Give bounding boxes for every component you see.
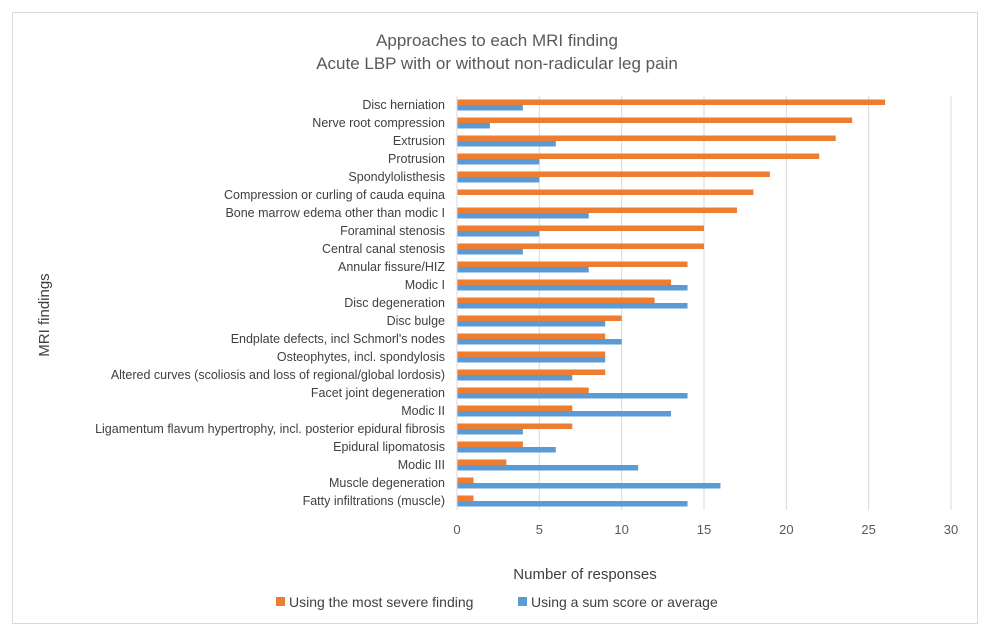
- bar-sum-score-13: [457, 321, 606, 327]
- category-label: Muscle degeneration: [329, 476, 445, 490]
- x-tick-label: 10: [614, 522, 628, 537]
- bar-sum-score-10: [457, 267, 589, 273]
- category-label: Extrusion: [393, 134, 445, 148]
- bar-sum-score-7: [457, 213, 589, 219]
- bar-most-severe-22: [457, 477, 474, 483]
- x-tick-label: 20: [779, 522, 793, 537]
- category-label: Foraminal stenosis: [340, 224, 445, 238]
- x-tick-label: 25: [861, 522, 875, 537]
- bar-sum-score-4: [457, 159, 540, 165]
- category-label: Modic III: [398, 458, 445, 472]
- x-tick-label: 15: [697, 522, 711, 537]
- chart-title-line-2: Acute LBP with or without non-radicular …: [316, 54, 678, 73]
- bar-most-severe-11: [457, 279, 672, 285]
- bar-most-severe-20: [457, 441, 523, 447]
- bar-sum-score-12: [457, 303, 688, 309]
- legend: Using the most severe finding Using a su…: [276, 594, 718, 610]
- bar-most-severe-13: [457, 315, 622, 321]
- chart-area: Approaches to each MRI finding Acute LBP…: [12, 12, 978, 624]
- bar-chart: Approaches to each MRI finding Acute LBP…: [36, 31, 958, 610]
- category-label: Ligamentum flavum hypertrophy, incl. pos…: [95, 422, 445, 436]
- bar-most-severe-2: [457, 117, 853, 123]
- category-label: Protrusion: [388, 152, 445, 166]
- bar-most-severe-10: [457, 261, 688, 267]
- category-label: Disc degeneration: [344, 296, 445, 310]
- y-axis-title: MRI findings: [36, 273, 53, 356]
- bar-sum-score-17: [457, 393, 688, 399]
- bar-most-severe-15: [457, 351, 606, 357]
- bar-most-severe-7: [457, 207, 737, 213]
- category-label: Central canal stenosis: [322, 242, 445, 256]
- category-label: Bone marrow edema other than modic I: [225, 206, 445, 220]
- bar-sum-score-16: [457, 375, 573, 381]
- legend-swatch-most-severe: [276, 597, 285, 606]
- bar-sum-score-3: [457, 141, 556, 147]
- bar-sum-score-1: [457, 105, 523, 111]
- category-label: Altered curves (scoliosis and loss of re…: [111, 368, 445, 382]
- bar-most-severe-6: [457, 189, 754, 195]
- bar-most-severe-19: [457, 423, 573, 429]
- category-label: Modic I: [405, 278, 445, 292]
- bar-sum-score-21: [457, 465, 639, 471]
- bar-most-severe-8: [457, 225, 704, 231]
- category-label: Annular fissure/HIZ: [338, 260, 445, 274]
- legend-label-most-severe: Using the most severe finding: [289, 594, 473, 610]
- bar-most-severe-5: [457, 171, 770, 177]
- bars: [457, 99, 886, 507]
- bar-most-severe-16: [457, 369, 606, 375]
- category-label: Modic II: [401, 404, 445, 418]
- legend-label-sum-score: Using a sum score or average: [531, 594, 718, 610]
- bar-sum-score-11: [457, 285, 688, 291]
- category-label: Facet joint degeneration: [311, 386, 445, 400]
- bar-sum-score-20: [457, 447, 556, 453]
- x-axis-title: Number of responses: [513, 566, 656, 583]
- category-label: Compression or curling of cauda equina: [224, 188, 445, 202]
- bar-most-severe-17: [457, 387, 589, 393]
- category-label: Epidural lipomatosis: [333, 440, 445, 454]
- bar-sum-score-18: [457, 411, 672, 417]
- x-tick-label: 0: [453, 522, 460, 537]
- gridlines: [538, 96, 952, 510]
- bar-sum-score-5: [457, 177, 540, 183]
- bar-sum-score-8: [457, 231, 540, 237]
- bar-sum-score-2: [457, 123, 490, 129]
- legend-swatch-sum-score: [518, 597, 527, 606]
- bar-most-severe-12: [457, 297, 655, 303]
- bar-sum-score-23: [457, 501, 688, 507]
- bar-most-severe-23: [457, 495, 474, 501]
- x-tick-label: 30: [944, 522, 958, 537]
- bar-sum-score-22: [457, 483, 721, 489]
- bar-most-severe-3: [457, 135, 836, 141]
- category-label: Nerve root compression: [312, 116, 445, 130]
- bar-most-severe-9: [457, 243, 704, 249]
- bar-sum-score-14: [457, 339, 622, 345]
- category-label: Spondylolisthesis: [348, 170, 445, 184]
- bar-sum-score-9: [457, 249, 523, 255]
- bar-sum-score-19: [457, 429, 523, 435]
- x-tick-labels: 0 5 10 15 20 25 30: [453, 522, 958, 537]
- category-label: Endplate defects, incl Schmorl's nodes: [231, 332, 445, 346]
- bar-most-severe-4: [457, 153, 820, 159]
- category-label: Fatty infiltrations (muscle): [303, 494, 445, 508]
- bar-most-severe-1: [457, 99, 886, 105]
- bar-most-severe-21: [457, 459, 507, 465]
- category-label: Disc herniation: [362, 98, 445, 112]
- bar-most-severe-18: [457, 405, 573, 411]
- bar-sum-score-15: [457, 357, 606, 363]
- x-tick-label: 5: [536, 522, 543, 537]
- chart-title: Approaches to each MRI finding Acute LBP…: [316, 31, 678, 73]
- category-label: Osteophytes, incl. spondylosis: [277, 350, 445, 364]
- category-label: Disc bulge: [387, 314, 445, 328]
- category-labels: Disc herniation Nerve root compression Ext…: [95, 98, 445, 508]
- bar-most-severe-14: [457, 333, 606, 339]
- chart-title-line-1: Approaches to each MRI finding: [376, 31, 618, 50]
